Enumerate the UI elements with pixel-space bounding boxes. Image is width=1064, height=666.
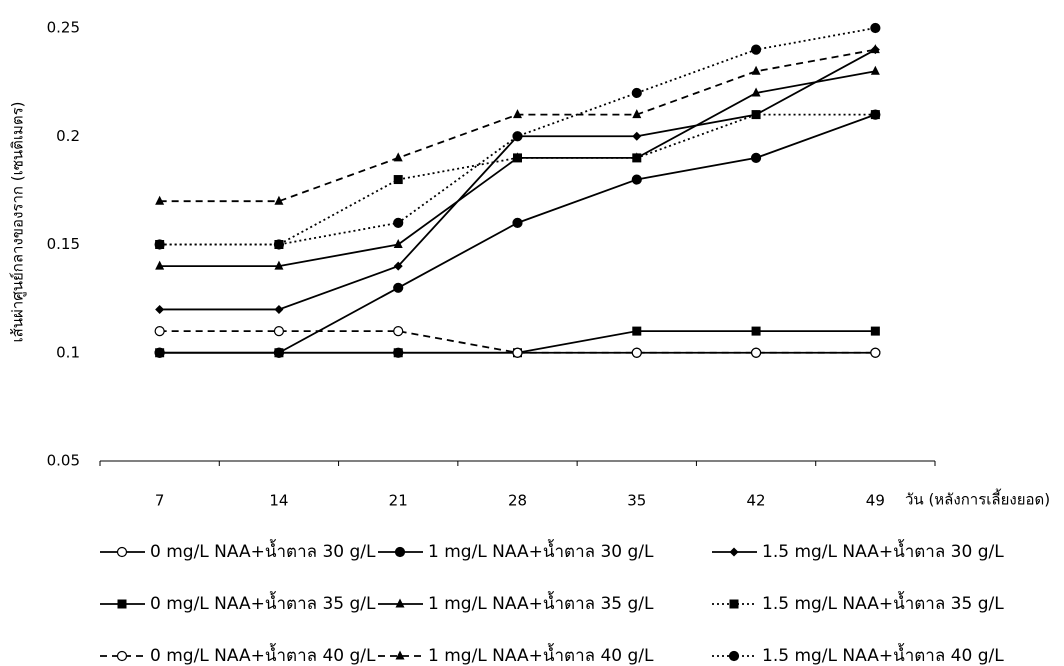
marker	[751, 87, 761, 97]
y-tick-label: 0.25	[47, 19, 80, 37]
legend-marker	[116, 650, 128, 662]
legend-marker	[395, 598, 405, 608]
legend-label: 0 mg/L NAA+น้ำตาล 30 g/L	[150, 539, 376, 562]
marker	[631, 87, 642, 99]
marker	[155, 195, 165, 205]
legend-label: 1 mg/L NAA+น้ำตาล 40 g/L	[428, 643, 654, 666]
legend-marker	[729, 599, 739, 609]
legend-label: 1.5 mg/L NAA+น้ำตาล 30 g/L	[762, 539, 1004, 562]
marker	[870, 110, 880, 120]
y-tick-label: 0.05	[47, 452, 80, 470]
marker	[512, 347, 523, 358]
marker	[393, 217, 404, 228]
legend-marker	[729, 547, 739, 557]
marker	[512, 131, 523, 142]
marker	[393, 326, 404, 337]
marker	[154, 326, 165, 337]
marker	[273, 239, 285, 250]
legend-marker	[117, 599, 127, 609]
marker	[274, 260, 284, 270]
series-line	[159, 48, 876, 203]
marker	[870, 326, 880, 336]
marker	[751, 326, 761, 336]
marker	[631, 347, 642, 358]
marker	[512, 217, 523, 228]
y-tick-label: 0.2	[56, 127, 80, 145]
marker	[273, 326, 285, 337]
marker	[393, 348, 403, 358]
marker	[155, 260, 165, 270]
x-tick-label: 7	[155, 492, 165, 510]
x-tick-label: 21	[389, 492, 408, 510]
marker	[632, 109, 642, 119]
marker	[393, 282, 404, 293]
legend-label: 0 mg/L NAA+น้ำตาล 40 g/L	[150, 643, 376, 666]
marker	[870, 65, 880, 75]
marker	[870, 22, 881, 34]
legend-label: 1.5 mg/L NAA+น้ำตาล 35 g/L	[762, 591, 1004, 614]
marker	[274, 348, 284, 358]
marker	[393, 152, 403, 162]
marker	[155, 348, 165, 358]
marker	[513, 109, 522, 119]
marker	[155, 304, 165, 314]
x-tick-label: 28	[508, 492, 527, 510]
marker	[632, 131, 642, 141]
series-line	[159, 48, 876, 311]
marker	[751, 65, 761, 75]
legend-marker	[394, 546, 406, 558]
x-tick-label: 35	[627, 492, 646, 510]
series-line	[159, 113, 876, 354]
marker	[393, 175, 403, 185]
marker	[870, 347, 881, 358]
x-tick-label: 49	[866, 492, 885, 510]
legend-label: 1.5 mg/L NAA+น้ำตาล 40 g/L	[762, 643, 1004, 666]
y-axis-label: เส้นผ่าศูนย์กลางของราก (เซนติเมตร)	[9, 101, 27, 342]
x-tick-label: 14	[269, 492, 288, 510]
marker	[393, 239, 403, 248]
marker	[750, 347, 762, 358]
legend-label: 1 mg/L NAA+น้ำตาล 35 g/L	[428, 591, 654, 614]
legend-marker	[728, 650, 740, 662]
legend-label: 1 mg/L NAA+น้ำตาล 30 g/L	[428, 539, 654, 562]
x-axis-label: วัน (หลังการเลี้ยงยอด)	[905, 489, 1050, 509]
y-tick-label: 0.15	[47, 235, 80, 253]
series-line	[159, 70, 876, 268]
x-tick-label: 42	[747, 492, 766, 510]
marker	[274, 195, 284, 205]
marker	[274, 304, 284, 314]
marker	[750, 152, 762, 163]
legend-label: 0 mg/L NAA+น้ำตาล 35 g/L	[150, 591, 376, 614]
marker	[750, 44, 762, 55]
marker	[154, 239, 165, 250]
marker	[751, 110, 761, 120]
marker	[870, 44, 880, 54]
legend-marker	[116, 546, 128, 558]
marker	[632, 326, 642, 336]
marker	[393, 261, 403, 271]
marker	[632, 153, 642, 163]
marker	[513, 153, 522, 163]
y-tick-label: 0.1	[56, 343, 80, 361]
marker	[631, 174, 642, 185]
legend-marker	[395, 650, 405, 660]
